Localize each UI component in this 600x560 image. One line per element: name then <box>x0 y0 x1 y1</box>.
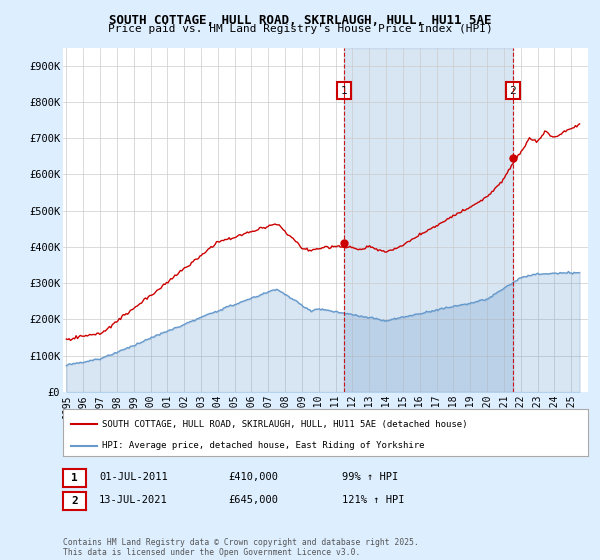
Text: £410,000: £410,000 <box>228 472 278 482</box>
Text: 1: 1 <box>341 86 347 96</box>
Text: 13-JUL-2021: 13-JUL-2021 <box>99 494 168 505</box>
Text: 01-JUL-2011: 01-JUL-2011 <box>99 472 168 482</box>
Text: £645,000: £645,000 <box>228 494 278 505</box>
Text: 99% ↑ HPI: 99% ↑ HPI <box>342 472 398 482</box>
Text: SOUTH COTTAGE, HULL ROAD, SKIRLAUGH, HULL, HU11 5AE: SOUTH COTTAGE, HULL ROAD, SKIRLAUGH, HUL… <box>109 14 491 27</box>
Text: 2: 2 <box>71 496 78 506</box>
Text: Contains HM Land Registry data © Crown copyright and database right 2025.
This d: Contains HM Land Registry data © Crown c… <box>63 538 419 557</box>
Text: Price paid vs. HM Land Registry's House Price Index (HPI): Price paid vs. HM Land Registry's House … <box>107 24 493 34</box>
Text: SOUTH COTTAGE, HULL ROAD, SKIRLAUGH, HULL, HU11 5AE (detached house): SOUTH COTTAGE, HULL ROAD, SKIRLAUGH, HUL… <box>103 419 468 428</box>
Bar <box>344 48 513 392</box>
Text: 2: 2 <box>509 86 517 96</box>
Text: 1: 1 <box>71 473 78 483</box>
Text: 121% ↑ HPI: 121% ↑ HPI <box>342 494 404 505</box>
Text: HPI: Average price, detached house, East Riding of Yorkshire: HPI: Average price, detached house, East… <box>103 441 425 450</box>
